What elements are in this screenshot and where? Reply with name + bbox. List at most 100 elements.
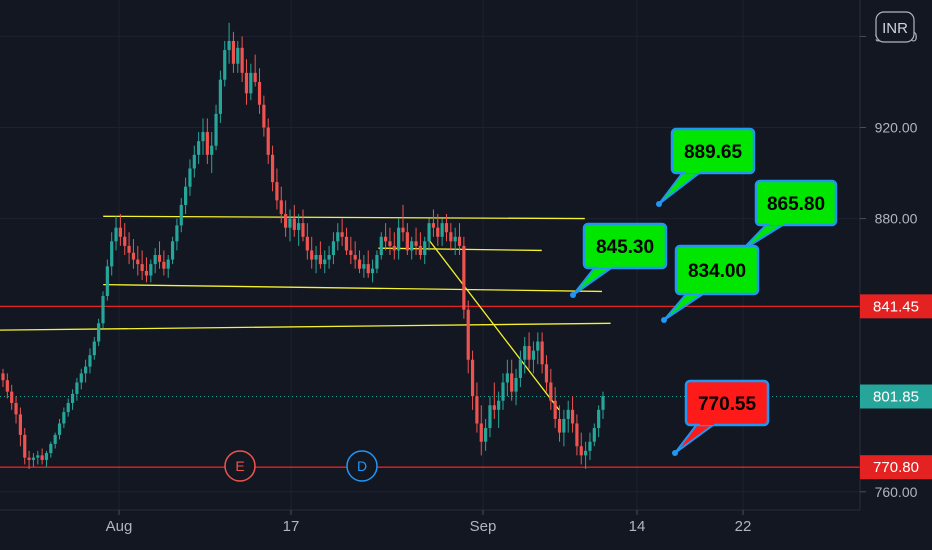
candle-body — [23, 434, 27, 458]
candle-body — [592, 428, 596, 442]
candle-body — [323, 259, 327, 265]
candle-body — [575, 423, 579, 447]
candle-body — [457, 236, 462, 246]
candle-body — [497, 400, 501, 410]
price-tick-label: 880.00 — [875, 211, 918, 227]
candle-body — [223, 50, 227, 80]
callout-seam — [690, 290, 704, 294]
candle-body — [114, 227, 118, 242]
candle-body — [579, 446, 583, 456]
callout-label: 889.65 — [684, 142, 743, 163]
candle-body — [210, 145, 214, 155]
candle-body — [597, 409, 601, 429]
candle-body — [414, 241, 418, 246]
candle-body — [531, 350, 536, 360]
candle-body — [49, 443, 53, 454]
candle-body — [366, 264, 370, 274]
candle-body — [557, 418, 562, 433]
candle-body — [75, 382, 79, 394]
trendline — [0, 322, 611, 331]
candle-body — [484, 428, 488, 442]
candle-body — [66, 402, 70, 413]
callout-anchor-dot — [570, 292, 576, 298]
event-marker-circle — [346, 450, 378, 482]
candle-body — [214, 113, 218, 146]
candle-body — [388, 241, 392, 246]
price-axis[interactable]: 760.00880.00920.00960.00841.45770.80801.… — [860, 28, 932, 500]
candle-body — [31, 457, 36, 460]
price-tick-label: 920.00 — [875, 120, 918, 136]
candle-body — [397, 227, 401, 251]
candle-body — [566, 409, 570, 419]
candle-body — [514, 377, 518, 392]
candle-body — [349, 250, 353, 255]
candle-body — [527, 346, 531, 360]
candle-body — [449, 232, 453, 242]
candle-body — [384, 236, 388, 242]
candle-body — [36, 455, 40, 458]
callout-seam — [770, 221, 784, 225]
candle-body — [584, 450, 588, 456]
level-price-tag-label: 770.80 — [873, 459, 919, 476]
candle-body — [231, 40, 236, 64]
candle-body — [240, 47, 244, 73]
candle-body — [284, 214, 288, 228]
callout-box — [684, 379, 770, 427]
candle-body — [392, 245, 396, 251]
candle-body — [218, 79, 222, 114]
candle-body — [501, 382, 505, 401]
candle-body — [340, 232, 344, 237]
candle-body — [544, 364, 549, 383]
candle-body — [262, 104, 266, 128]
event-marker[interactable]: E — [224, 450, 256, 482]
candle-body — [540, 341, 544, 365]
candle-body — [405, 232, 409, 251]
candle-body — [488, 405, 492, 429]
candle-body — [401, 227, 405, 233]
price-tick-label: 760.00 — [875, 484, 918, 500]
candle-body — [205, 132, 209, 155]
time-axis[interactable]: Aug 17 Sep 14 22 — [106, 510, 752, 535]
chart-grid — [0, 0, 860, 510]
candle-body — [370, 268, 375, 274]
candle-body — [40, 455, 44, 460]
candle-body — [510, 373, 514, 392]
event-marker-label: D — [357, 458, 367, 474]
callout-bubble: 889.65 — [656, 127, 756, 207]
candle-body — [162, 261, 166, 269]
candle-body — [601, 396, 605, 410]
candle-body — [523, 346, 527, 360]
candle-body — [144, 270, 149, 276]
event-marker[interactable]: D — [346, 450, 378, 482]
currency-badge[interactable]: INR — [875, 11, 915, 43]
candle-body — [279, 200, 283, 215]
candle-body — [431, 223, 436, 228]
time-tick-label: 22 — [735, 518, 752, 535]
candle-body — [44, 453, 49, 460]
candle-body — [97, 323, 101, 342]
candle-body — [270, 154, 275, 183]
level-price-tag-label: 841.45 — [873, 298, 919, 315]
event-marker-label: E — [235, 458, 244, 474]
callout-box — [670, 127, 756, 175]
callout-anchor-dot — [672, 450, 678, 456]
candle-body — [301, 223, 305, 237]
trendlines — [0, 215, 611, 411]
candle-body — [92, 341, 96, 356]
candle-body — [27, 457, 31, 460]
candle-body — [136, 259, 140, 265]
trendline — [103, 283, 603, 293]
candle-body — [101, 295, 105, 324]
candle-body — [357, 259, 362, 269]
candle-body — [518, 359, 522, 378]
callout-label: 834.00 — [688, 261, 746, 282]
candle-body — [331, 241, 336, 255]
candle-body — [118, 227, 122, 237]
candle-body — [549, 382, 553, 401]
candle-body — [57, 423, 62, 435]
candle-body — [427, 223, 431, 242]
candle-body — [292, 218, 296, 230]
candle-body — [344, 236, 349, 251]
level-price-tag — [860, 455, 932, 480]
